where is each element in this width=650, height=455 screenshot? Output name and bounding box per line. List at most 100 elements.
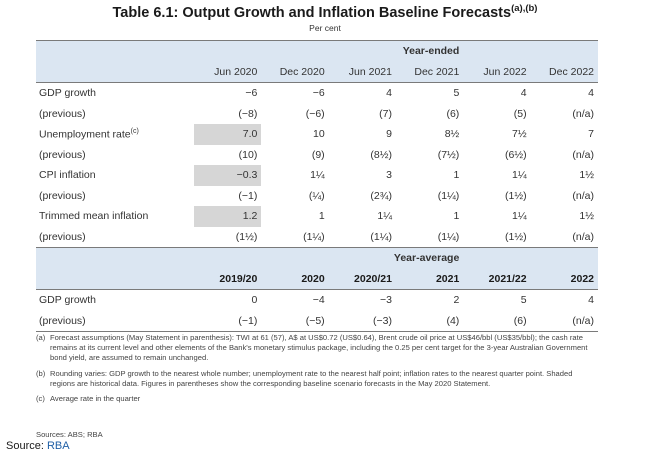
column-header: 2021 (395, 268, 464, 290)
table-row: GDP growth 0 −4 −3 2 5 4 (36, 290, 598, 311)
table-cell: (1¼) (328, 226, 396, 248)
section-year-average: Year-average 2019/20 2020 2020/21 2021 2021/… (36, 247, 598, 332)
table-cell: (5) (513, 107, 527, 120)
footnote-c: (c) Average rate in the quarter (36, 394, 141, 404)
table-row: (previous) (10) (9) (8½) (7½) (6½) (n/a) (36, 145, 598, 166)
table-cell: (8½) (370, 148, 392, 161)
header-corner (36, 61, 195, 83)
table-title: Table 6.1: Output Growth and Inflation B… (112, 3, 538, 21)
table-cell: −3 (380, 294, 392, 307)
table-row: (previous) (−1) (¼) (2¾) (1¼) (1½) (n/a) (36, 186, 598, 207)
table-cell: 5 (520, 294, 527, 307)
table-cell: 1 (453, 169, 460, 182)
table-cell: (n/a) (572, 107, 594, 120)
table-cell: 2 (453, 294, 460, 307)
table-cell: 7 (588, 128, 594, 141)
table-cell: (−1) (194, 310, 262, 332)
group-label: Year-ended (328, 40, 464, 62)
table-cell: −6 (245, 87, 258, 100)
table-cell: (1½) (194, 226, 262, 248)
table-cell: 3 (386, 169, 392, 182)
row-label: (previous) (39, 107, 86, 120)
row-label: CPI inflation (39, 169, 96, 182)
row-label: Trimmed mean inflation (39, 210, 149, 223)
forecast-table: Year-ended Jun 2020 Dec 2020 Jun 2021 Dec 2… (36, 40, 598, 332)
table-cell: (4) (395, 310, 464, 332)
footnote-b: (b) Rounding varies: GDP growth to the ne… (36, 368, 573, 388)
column-header: Dec 2021 (395, 61, 464, 83)
table-cell: 1¼ (512, 210, 527, 223)
table-cell: (6) (446, 107, 460, 120)
table-cell: 1¼ (512, 169, 527, 182)
table-cell: (n/a) (572, 189, 594, 202)
row-label: GDP growth (39, 294, 96, 307)
table-row: (previous) (−8) (−6) (7) (6) (5) (n/a) (36, 104, 598, 125)
table-cell: (7) (379, 107, 392, 120)
table-cell: (n/a) (530, 226, 598, 248)
row-label: GDP growth (39, 87, 96, 100)
table-cell: 4 (520, 87, 527, 100)
table-cell: (1½) (463, 226, 531, 248)
table-cell: (6½) (505, 148, 527, 161)
source-link[interactable]: RBA (46, 440, 70, 452)
table-cell: 1½ (579, 169, 594, 182)
column-header: Dec 2022 (530, 61, 598, 83)
table-cell: (1¼) (437, 189, 460, 202)
table-cell: (7½) (437, 148, 460, 161)
section-year-ended: Year-ended Jun 2020 Dec 2020 Jun 2021 Dec 2… (36, 40, 598, 248)
table-row: GDP growth −6 −6 4 5 4 4 (36, 83, 598, 104)
column-header: 2021/22 (463, 268, 531, 290)
column-header: 2020/21 (328, 268, 396, 290)
row-label: Unemployment rate(c) (39, 128, 139, 141)
table-cell: (1½) (505, 189, 527, 202)
table-cell: (¼) (308, 189, 325, 202)
table-cell: (−5) (261, 310, 329, 332)
group-header-year-average: Year-average (36, 247, 598, 269)
table-cell: (−3) (328, 310, 396, 332)
footnote-a: (a) Forecast assumptions (May Statement i… (36, 333, 588, 363)
table-row: (previous) (1½) (1¼) (1¼) (1¼) (1½) (n/a) (36, 226, 598, 248)
table-cell: (−1) (238, 189, 258, 202)
table-cell: (n/a) (530, 310, 598, 332)
table-cell: 1¼ (377, 210, 392, 223)
row-label: (previous) (39, 189, 86, 202)
column-header-row: Jun 2020 Dec 2020 Jun 2021 Dec 2021 Jun 2022… (36, 61, 598, 83)
table-cell: 1.2 (194, 206, 262, 227)
table-row: Trimmed mean inflation 1.2 1 1¼ 1 1¼ 1½ (36, 206, 598, 227)
table-cell: (2¾) (370, 189, 392, 202)
row-label: (previous) (36, 310, 195, 332)
table-cell: −4 (312, 294, 325, 307)
table-cell: 7.0 (194, 124, 262, 145)
group-label: Year-average (328, 247, 464, 269)
table-cell: −0.3 (194, 165, 262, 186)
table-cell: 4 (588, 294, 594, 307)
column-header: 2020 (261, 268, 329, 290)
table-cell: 7½ (512, 128, 527, 141)
table-cell: 1 (453, 210, 460, 223)
column-header: Jun 2020 (194, 61, 262, 83)
table-cell: (1¼) (261, 226, 329, 248)
table-row: Unemployment rate(c) 7.0 10 9 8½ 7½ 7 (36, 124, 598, 145)
table-cell: 1½ (579, 210, 594, 223)
footnotes: (a) Forecast assumptions (May Statement i… (36, 333, 598, 409)
table-cell: 4 (386, 87, 392, 100)
column-header-row: 2019/20 2020 2020/21 2021 2021/22 2022 (36, 268, 598, 290)
table-cell: (−8) (238, 107, 258, 120)
column-header: 2022 (530, 268, 598, 290)
table-cell: 1¼ (310, 169, 325, 182)
table-cell: (9) (311, 148, 325, 161)
group-header-year-ended: Year-ended (36, 40, 598, 62)
table-row: (previous) (−1) (−5) (−3) (4) (6) (n/a) (36, 310, 598, 332)
header-corner (36, 268, 195, 290)
table-cell: 9 (386, 128, 392, 141)
table-cell: (n/a) (572, 148, 594, 161)
table-cell: 1 (318, 210, 325, 223)
table-cell: (1¼) (395, 226, 464, 248)
column-header: Dec 2020 (261, 61, 329, 83)
table-cell: (10) (238, 148, 258, 161)
table-cell: −6 (312, 87, 325, 100)
column-header: 2019/20 (194, 268, 262, 290)
table-subtitle: Per cent (309, 23, 341, 33)
column-header: Jun 2022 (463, 61, 531, 83)
table-cell: 8½ (444, 128, 460, 141)
